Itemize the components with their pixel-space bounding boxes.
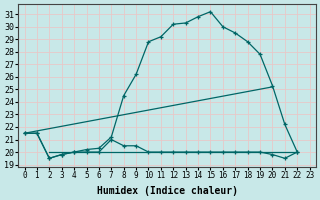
X-axis label: Humidex (Indice chaleur): Humidex (Indice chaleur) [97,186,237,196]
